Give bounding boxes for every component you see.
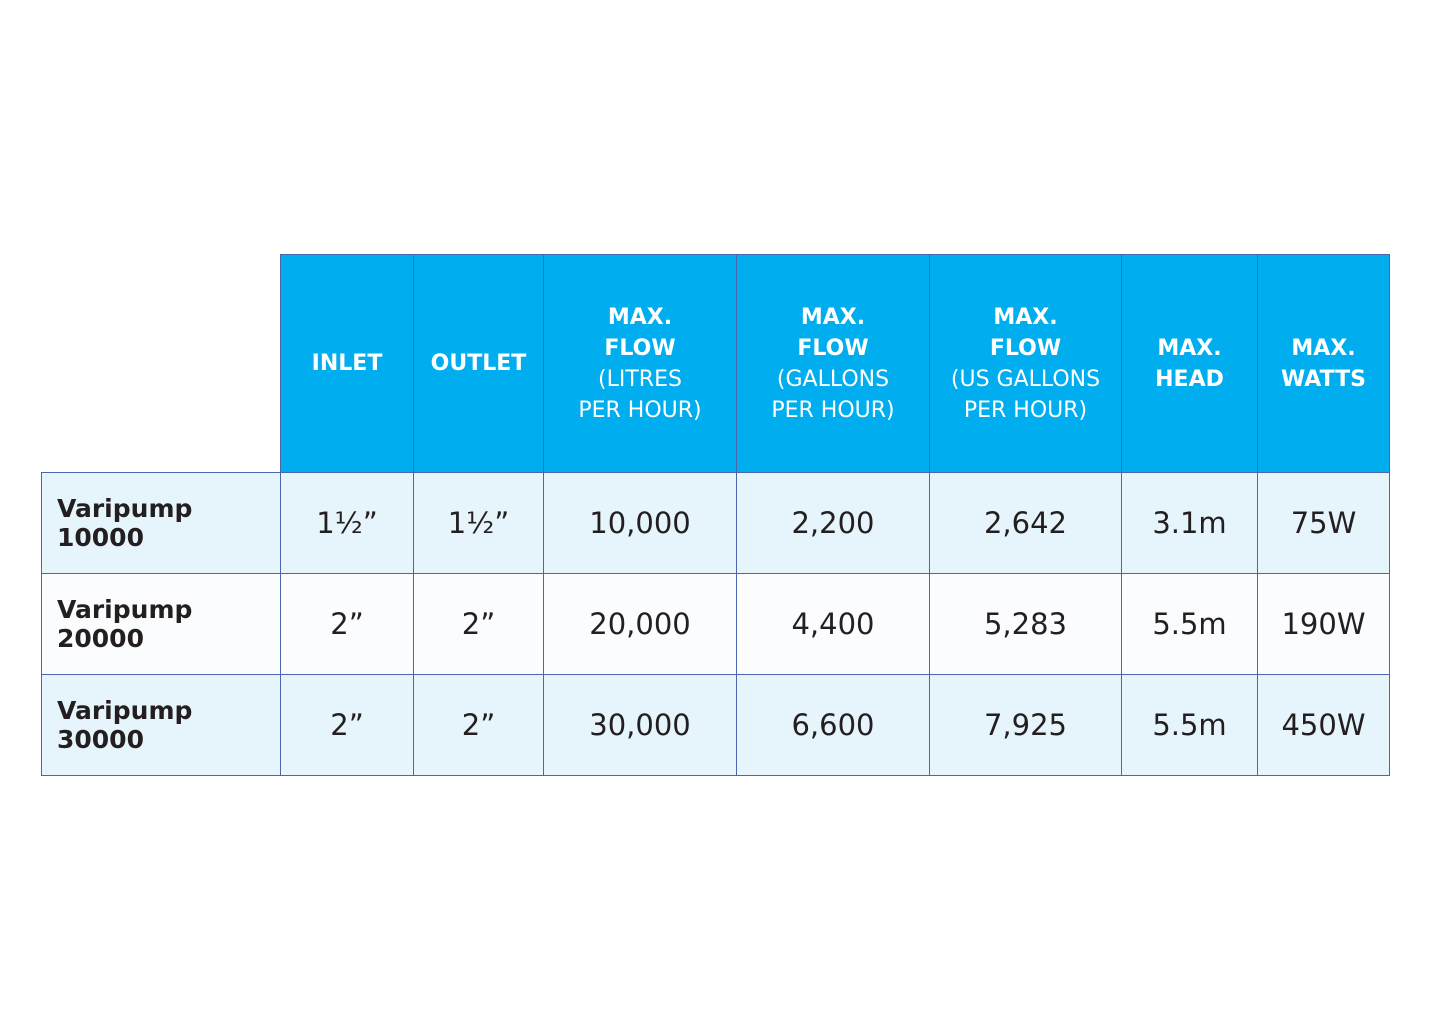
table-cell: 2,200 bbox=[736, 472, 930, 574]
table-cell: 75W bbox=[1257, 472, 1390, 574]
header-bold-line: MAX. bbox=[1157, 335, 1222, 361]
header-row: INLET OUTLET MAX. FLOW (LITRES PER HOUR) MAX. F… bbox=[41, 254, 1390, 473]
table-cell: 4,400 bbox=[736, 573, 930, 675]
header-bold-line: OUTLET bbox=[430, 351, 527, 376]
table-cell: 1½” bbox=[280, 472, 414, 574]
row-name: Varipump 20000 bbox=[41, 573, 281, 675]
header-bold-line: MAX. bbox=[800, 304, 866, 330]
column-header: OUTLET bbox=[413, 254, 544, 473]
table-cell: 7,925 bbox=[929, 674, 1122, 776]
table-cell: 190W bbox=[1257, 573, 1390, 675]
header-bold-line: WATTS bbox=[1281, 366, 1366, 392]
table-cell: 450W bbox=[1257, 674, 1390, 776]
column-header: MAX. FLOW (LITRES PER HOUR) bbox=[543, 254, 737, 473]
header-bold-line: MAX. bbox=[993, 304, 1058, 330]
header-bold-line: MAX. bbox=[607, 304, 673, 330]
table-cell: 6,600 bbox=[736, 674, 930, 776]
header-sub-line: PER HOUR) bbox=[578, 397, 702, 423]
table-cell: 2” bbox=[280, 674, 414, 776]
table-cell: 2” bbox=[413, 674, 544, 776]
table-cell: 2,642 bbox=[929, 472, 1122, 574]
header-bold-line: INLET bbox=[311, 351, 383, 376]
header-sub-line: (LITRES bbox=[598, 366, 682, 392]
table-cell: 5.5m bbox=[1121, 573, 1258, 675]
table-body: Varipump 10000 1½” 1½” 10,000 2,200 2,642 3.1m… bbox=[41, 472, 1390, 776]
header-sub-line: PER HOUR) bbox=[771, 397, 895, 423]
column-header: MAX. WATTS bbox=[1257, 254, 1390, 473]
header-bold-line: MAX. bbox=[1291, 335, 1356, 361]
table-cell: 20,000 bbox=[543, 573, 737, 675]
table-cell: 10,000 bbox=[543, 472, 737, 574]
row-name: Varipump 30000 bbox=[41, 674, 281, 776]
table-row: Varipump 20000 2” 2” 20,000 4,400 5,283 5.5m 19… bbox=[41, 573, 1390, 675]
table-cell: 1½” bbox=[413, 472, 544, 574]
header-bold-line: FLOW bbox=[797, 335, 869, 361]
header-sub-line: PER HOUR) bbox=[963, 397, 1088, 423]
column-header: MAX. FLOW (GALLONS PER HOUR) bbox=[736, 254, 930, 473]
row-name: Varipump 10000 bbox=[41, 472, 281, 574]
header-bold-line: HEAD bbox=[1155, 366, 1224, 392]
header-sub-line: (GALLONS bbox=[776, 366, 890, 392]
table-row: Varipump 30000 2” 2” 30,000 6,600 7,925 5.5m 45… bbox=[41, 674, 1390, 776]
header-bold-line: FLOW bbox=[604, 335, 676, 361]
spec-table: INLET OUTLET MAX. FLOW (LITRES PER HOUR) MAX. F… bbox=[41, 254, 1390, 776]
header-bold-line: FLOW bbox=[989, 335, 1062, 361]
table-row: Varipump 10000 1½” 1½” 10,000 2,200 2,642 3.1m… bbox=[41, 472, 1390, 574]
table-cell: 2” bbox=[413, 573, 544, 675]
header-sub-line: (US GALLONS bbox=[950, 366, 1101, 392]
table-cell: 2” bbox=[280, 573, 414, 675]
column-header: MAX. HEAD bbox=[1121, 254, 1258, 473]
table-cell: 3.1m bbox=[1121, 472, 1258, 574]
corner-cell bbox=[41, 254, 281, 473]
table-cell: 30,000 bbox=[543, 674, 737, 776]
column-header: INLET bbox=[280, 254, 414, 473]
column-header: MAX. FLOW (US GALLONS PER HOUR) bbox=[929, 254, 1122, 473]
table-cell: 5,283 bbox=[929, 573, 1122, 675]
table-cell: 5.5m bbox=[1121, 674, 1258, 776]
